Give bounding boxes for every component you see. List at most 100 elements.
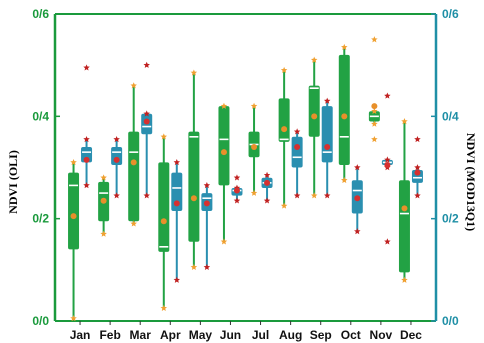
whisker-min-star [160, 304, 168, 311]
whisker-max-star [143, 110, 150, 117]
box-body [158, 162, 170, 252]
whisker-min-star [173, 276, 181, 283]
box-body [128, 131, 140, 222]
mean-marker [371, 103, 378, 110]
whisker-max-star [70, 158, 77, 166]
mean-marker [401, 205, 408, 212]
modis-box-may [201, 185, 213, 268]
box-body [68, 172, 80, 250]
outlier-star [233, 174, 241, 181]
mean-marker [130, 159, 137, 166]
mean-marker [143, 118, 150, 125]
whisker-min-star [293, 192, 301, 199]
left-tick-label: 0/2 [32, 212, 49, 226]
modis-box-mar [141, 113, 153, 196]
right-tick-label: 0/2 [442, 212, 459, 226]
whisker-max-star [160, 133, 168, 140]
whisker-max-star [173, 158, 181, 166]
mean-marker [113, 156, 120, 163]
whisker-min-star [310, 192, 318, 199]
mean-marker [294, 144, 301, 151]
whisker-min-star [143, 192, 150, 199]
y-axis-label-right: NDVI (MOD13Q1) [464, 133, 478, 231]
category-label: Jul [252, 328, 269, 342]
right-tick-label: 0/6 [442, 7, 459, 21]
whisker-max-star [323, 97, 331, 104]
whisker-min-star [323, 192, 331, 199]
whisker-max-star [414, 164, 421, 171]
whisker-max-star [401, 118, 408, 125]
category-label: Aug [279, 328, 302, 342]
boxes-layer [68, 47, 423, 319]
box-body [308, 85, 320, 137]
modis-box-jul [261, 175, 273, 201]
oli-box-may [188, 72, 200, 268]
mean-marker [203, 200, 210, 207]
whisker-max-star [100, 174, 107, 181]
category-label: Sep [310, 328, 332, 342]
left-tick-label: 0/0 [32, 314, 49, 328]
right-tick-label: 0/4 [442, 109, 459, 123]
mean-marker [190, 195, 197, 202]
whisker-min-star [414, 192, 421, 199]
whisker-min-star [263, 197, 271, 204]
category-label: Nov [370, 328, 393, 342]
mean-marker [160, 218, 167, 225]
box-body [81, 147, 93, 163]
category-label: May [189, 328, 213, 342]
outlier-star [83, 64, 90, 71]
category-label: Mar [130, 328, 152, 342]
outlier-star [384, 238, 391, 245]
oli-box-jan [68, 162, 80, 319]
whisker-min-star [371, 120, 378, 127]
mean-marker [264, 179, 271, 186]
plot-frame [55, 13, 436, 322]
mean-marker [70, 213, 77, 220]
outlier-star [384, 92, 391, 99]
whisker-max-star [83, 135, 90, 143]
mean-marker [233, 187, 240, 194]
whisker-max-star [130, 82, 137, 89]
mean-marker [311, 113, 318, 120]
whisker-min-star [70, 315, 77, 322]
whisker-max-star [113, 135, 120, 143]
category-axis: Jan Feb Mar Apr May Jun Jul Aug Sep Oct Nov Dec [70, 321, 422, 342]
whisker-max-star [280, 66, 288, 74]
box-body [338, 54, 350, 165]
whisker-min-star [130, 220, 137, 227]
oli-box-dec [398, 121, 410, 281]
whisker-min-star [190, 263, 198, 271]
whisker-max-star [220, 102, 228, 109]
category-label: Apr [160, 328, 181, 342]
category-label: Feb [99, 328, 120, 342]
mean-marker [220, 149, 227, 156]
mean-marker [414, 169, 421, 176]
mean-marker [341, 113, 348, 120]
category-label: Jun [220, 328, 241, 342]
whisker-max-star [293, 128, 301, 135]
box-body [291, 136, 303, 168]
box-body [278, 98, 290, 142]
whisker-min-star [250, 189, 258, 196]
whisker-min-star [83, 182, 90, 189]
whisker-min-star [341, 176, 348, 184]
whisker-max-star [354, 164, 361, 171]
mean-marker [173, 200, 180, 207]
mean-marker [83, 156, 90, 163]
oli-box-mar [128, 85, 140, 224]
mean-marker [251, 144, 258, 151]
modis-box-apr [171, 162, 183, 281]
whisker-min-star [113, 192, 120, 199]
outlier-star [371, 36, 378, 43]
mean-marker [100, 197, 107, 204]
category-label: Jan [70, 328, 91, 342]
oli-box-feb [98, 177, 110, 235]
whisker-max-star [250, 102, 258, 109]
box-body [171, 172, 183, 211]
oli-box-jun [218, 106, 230, 242]
outlier-star [143, 61, 150, 68]
left-tick-label: 0/4 [32, 109, 49, 123]
box-body [218, 106, 230, 186]
outlier-star [414, 135, 421, 143]
mean-marker [384, 161, 391, 168]
